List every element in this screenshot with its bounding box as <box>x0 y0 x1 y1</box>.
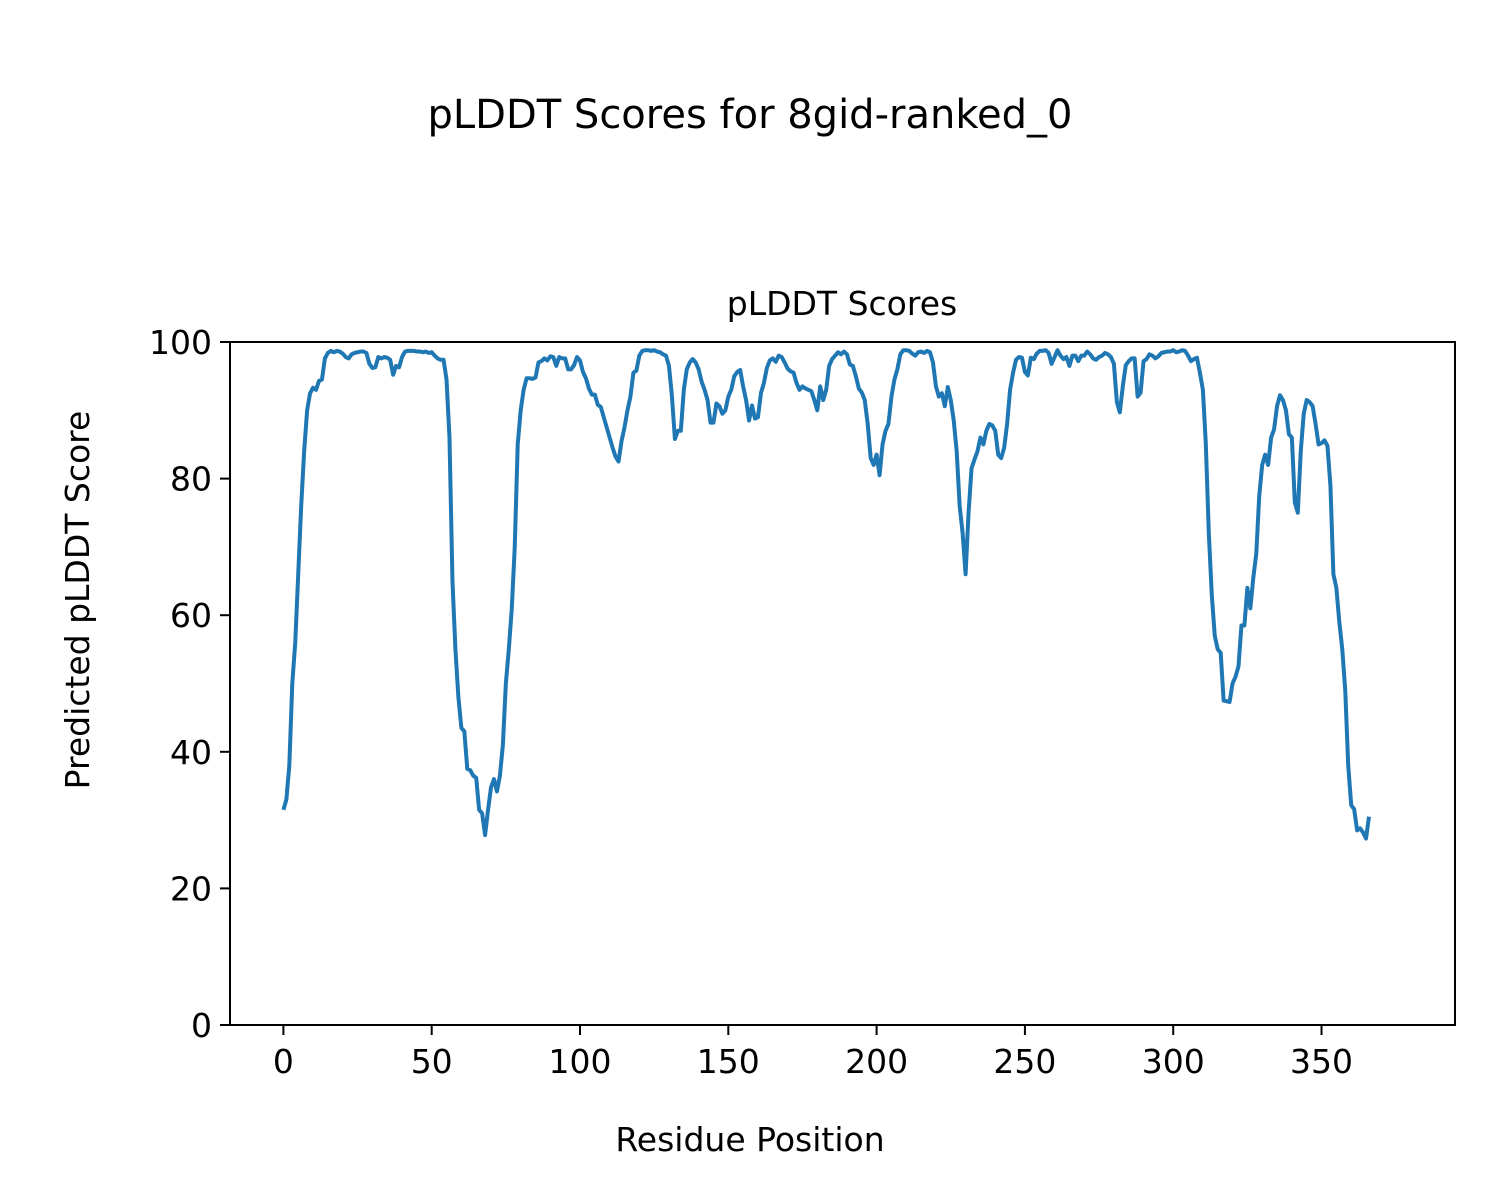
y-tick-label: 60 <box>170 596 212 635</box>
y-tick-label: 80 <box>170 460 212 499</box>
y-tick-label: 0 <box>191 1006 212 1045</box>
x-tick-label: 150 <box>697 1042 760 1081</box>
y-tick-label: 100 <box>149 323 212 362</box>
x-tick-label: 0 <box>273 1042 294 1081</box>
y-axis-label: Predicted pLDDT Score <box>58 411 97 790</box>
figure-title: pLDDT Scores for 8gid-ranked_0 <box>427 92 1073 138</box>
x-tick-label: 350 <box>1290 1042 1353 1081</box>
axis-ticks: 0 50 100 150 200 250 300 350 0 20 40 60 80 100 <box>149 323 1353 1081</box>
x-tick-label: 200 <box>845 1042 908 1081</box>
y-tick-label: 40 <box>170 733 212 772</box>
y-tick-label: 20 <box>170 869 212 908</box>
x-axis-label: Residue Position <box>615 1120 884 1159</box>
x-tick-label: 100 <box>549 1042 612 1081</box>
x-tick-label: 50 <box>411 1042 453 1081</box>
plot-area-frame <box>229 341 1456 1026</box>
x-tick-label: 250 <box>993 1042 1056 1081</box>
x-tick-label: 300 <box>1142 1042 1205 1081</box>
series-line <box>281 348 1371 841</box>
axes-title: pLDDT Scores <box>727 284 957 323</box>
